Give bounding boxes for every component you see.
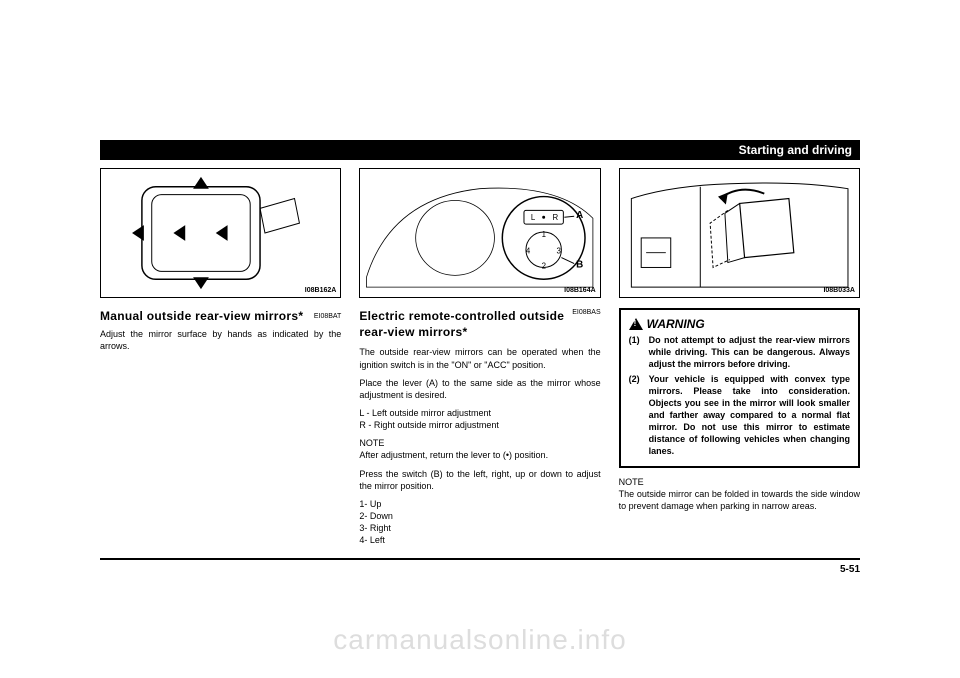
figure-mirror-fold: I08B033A xyxy=(619,168,860,298)
figure-id-2: I08B164A xyxy=(564,286,596,295)
svg-text:A: A xyxy=(576,210,583,221)
svg-text:B: B xyxy=(576,259,583,270)
warning-1-text: Do not attempt to adjust the rear-view m… xyxy=(649,334,850,370)
figure-id-1: I08B162A xyxy=(305,286,337,295)
svg-text:3: 3 xyxy=(557,247,562,256)
note-text-2: After adjustment, return the lever to (•… xyxy=(359,449,600,461)
para-elec-3: Press the switch (B) to the left, right,… xyxy=(359,468,600,492)
warning-item-1: (1) Do not attempt to adjust the rear-vi… xyxy=(629,334,850,370)
note-head-2: NOTE xyxy=(359,437,600,449)
page-number: 5-51 xyxy=(100,564,860,575)
svg-text:2: 2 xyxy=(542,261,546,270)
svg-text:1: 1 xyxy=(542,230,546,239)
section-header: Starting and driving xyxy=(100,140,860,160)
dir-right: 3- Right xyxy=(359,522,600,534)
heading-electric-mirrors: Electric remote-controlled outside rear-… xyxy=(359,308,571,340)
dir-down: 2- Down xyxy=(359,510,600,522)
warning-heading-text: WARNING xyxy=(647,316,705,332)
warning-item-2: (2) Your vehicle is equipped with convex… xyxy=(629,373,850,458)
warning-2-num: (2) xyxy=(629,373,645,458)
figure-mirror-manual: I08B162A xyxy=(100,168,341,298)
figure-id-3: I08B033A xyxy=(823,286,855,295)
svg-text:4: 4 xyxy=(526,247,531,256)
section-header-text: Starting and driving xyxy=(739,143,852,157)
label-R: R - Right outside mirror adjustment xyxy=(359,419,600,431)
warning-1-num: (1) xyxy=(629,334,645,370)
code-2: EI08BAS xyxy=(572,308,600,317)
page: Starting and driving I08B162 xyxy=(0,0,960,678)
warning-box: WARNING (1) Do not attempt to adjust the… xyxy=(619,308,860,468)
watermark: carmanualsonline.info xyxy=(333,624,626,656)
svg-text:R: R xyxy=(553,213,559,222)
footer-rule xyxy=(100,558,860,560)
para-manual-adjust: Adjust the mirror surface by hands as in… xyxy=(100,328,341,352)
para-elec-1: The outside rear-view mirrors can be ope… xyxy=(359,346,600,370)
dir-up: 1- Up xyxy=(359,498,600,510)
content-columns: I08B162A Manual outside rear-view mirror… xyxy=(100,168,860,546)
dir-left: 4- Left xyxy=(359,534,600,546)
note-text-3: The outside mirror can be folded in towa… xyxy=(619,488,860,512)
column-1: I08B162A Manual outside rear-view mirror… xyxy=(100,168,341,546)
label-L: L - Left outside mirror adjustment xyxy=(359,407,600,419)
svg-text:L: L xyxy=(531,213,536,222)
column-3: I08B033A WARNING (1) Do not attempt to a… xyxy=(619,168,860,546)
warning-heading: WARNING xyxy=(629,316,850,332)
warning-2-text: Your vehicle is equipped with convex typ… xyxy=(649,373,850,458)
note-head-3: NOTE xyxy=(619,476,860,488)
figure-mirror-electric: L R 1 2 3 4 A B I08B164A xyxy=(359,168,600,298)
warning-triangle-icon xyxy=(629,318,643,330)
column-2: L R 1 2 3 4 A B I08B164A Electric re xyxy=(359,168,600,546)
para-elec-2: Place the lever (A) to the same side as … xyxy=(359,377,600,401)
